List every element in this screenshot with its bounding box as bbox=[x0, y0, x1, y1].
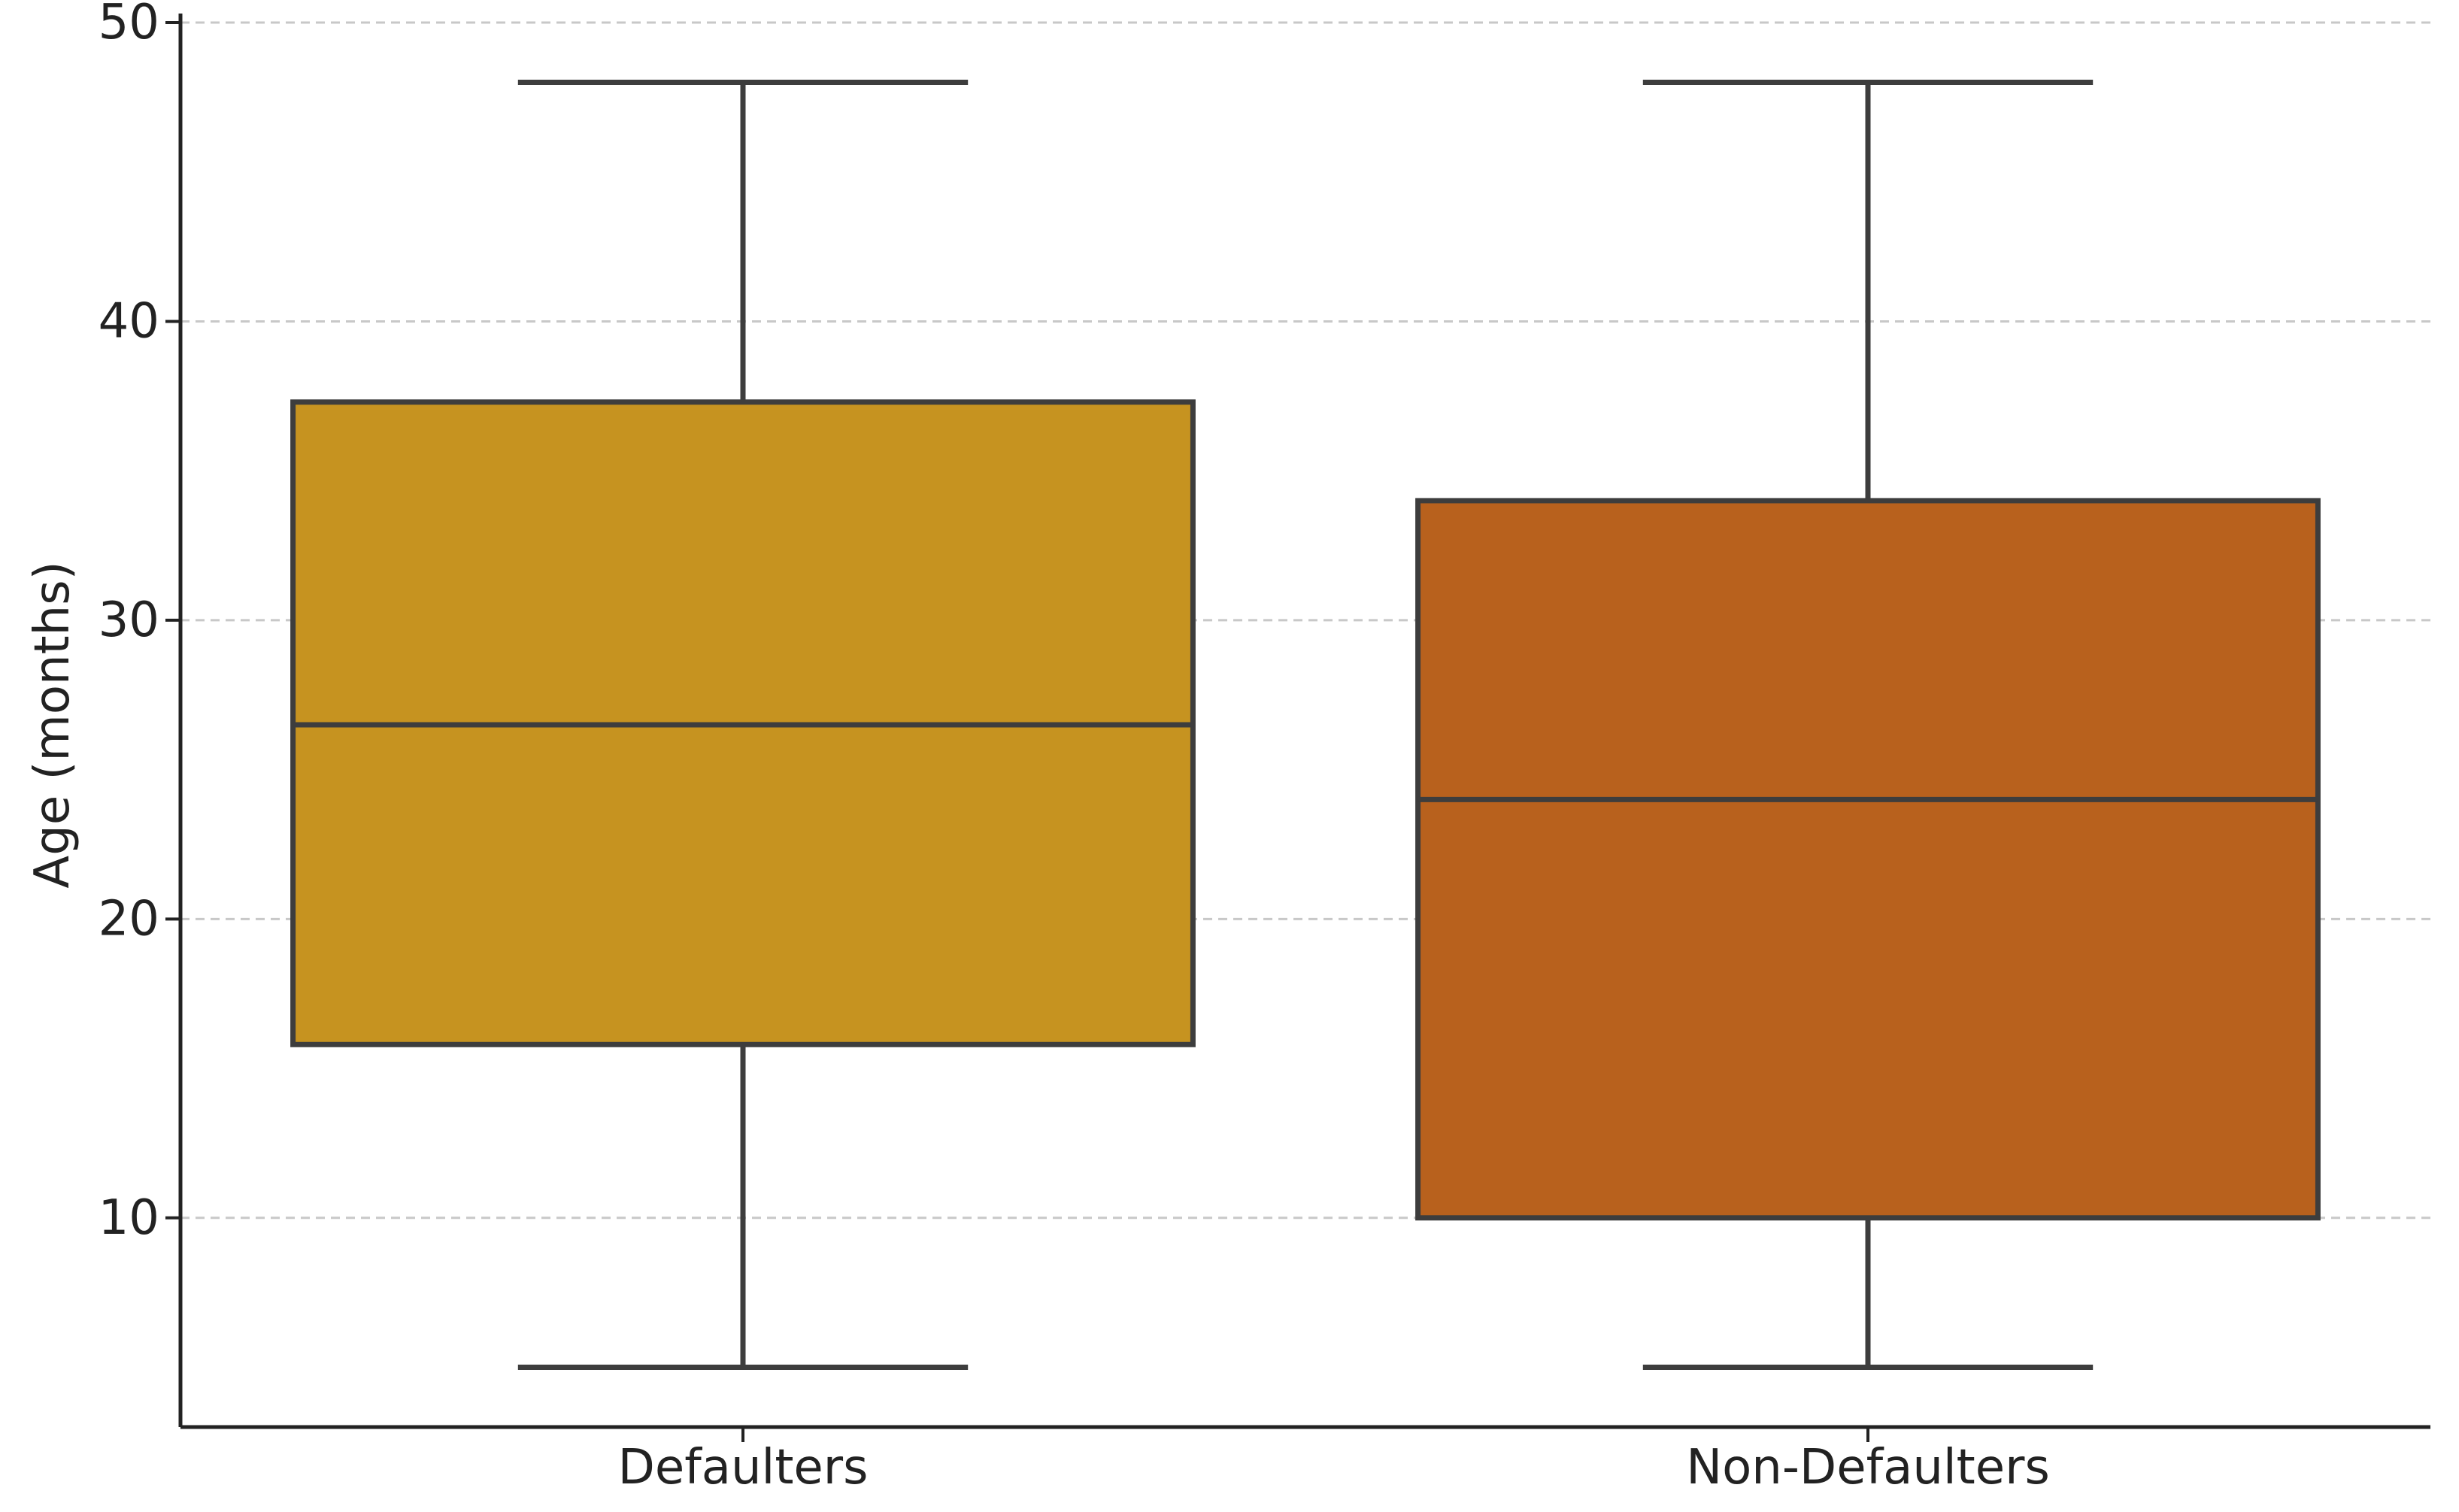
y-axis-title: Age (months) bbox=[25, 561, 80, 888]
box-defaulters bbox=[290, 79, 1196, 1371]
axes bbox=[178, 14, 2430, 1429]
y-tick-label-30: 30 bbox=[99, 592, 159, 648]
y-tick-label-20: 20 bbox=[99, 891, 159, 947]
x-tick-label-non-defaulters: Non-Defaulters bbox=[1686, 1440, 2050, 1495]
y-tick-label-40: 40 bbox=[99, 293, 159, 349]
y-tick-label-50: 50 bbox=[99, 0, 159, 50]
iqr-box bbox=[1415, 498, 2321, 1221]
x-tick-label-defaulters: Defaulters bbox=[618, 1440, 869, 1495]
ticks: 10 20 30 40 50 Defaulters Non-Defaulters bbox=[99, 0, 2050, 1495]
box-non-defaulters bbox=[1415, 79, 2321, 1371]
boxes bbox=[290, 79, 2321, 1371]
y-tick-label-10: 10 bbox=[99, 1190, 159, 1246]
